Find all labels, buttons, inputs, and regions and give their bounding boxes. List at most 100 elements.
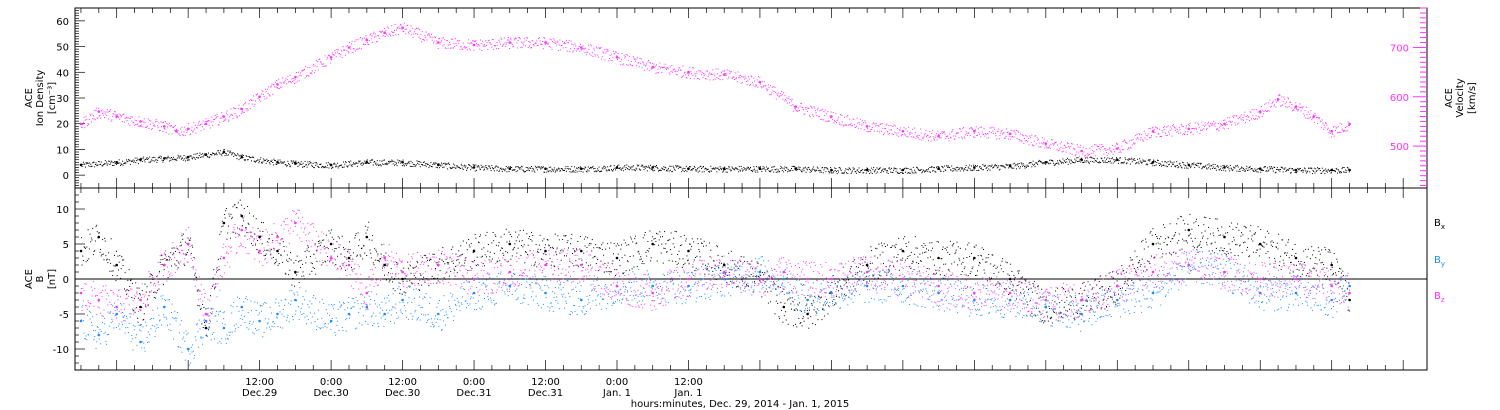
bx-sample <box>110 262 112 264</box>
density-sample <box>281 161 283 163</box>
bx-sample <box>116 275 118 277</box>
density-sample <box>154 157 156 159</box>
density-sample <box>742 170 744 172</box>
velocity-sample <box>479 48 481 50</box>
velocity-sample <box>502 44 504 46</box>
density-sample <box>315 162 317 164</box>
velocity-sample <box>1086 153 1088 155</box>
density-sample <box>171 157 172 158</box>
density-sample <box>1057 160 1059 162</box>
velocity-sample <box>1145 133 1147 135</box>
velocity-sample <box>581 48 583 49</box>
density-sample <box>720 169 722 171</box>
velocity-sample <box>401 27 403 29</box>
velocity-sample <box>252 99 254 101</box>
density-sample <box>672 165 674 167</box>
velocity-sample <box>975 126 977 128</box>
velocity-sample <box>1307 111 1309 113</box>
bx-sample <box>252 244 254 246</box>
velocity-sample <box>1184 131 1186 133</box>
density-sample <box>399 162 401 164</box>
density-sample <box>560 170 562 172</box>
velocity-sample <box>347 45 348 47</box>
velocity-sample <box>1290 107 1292 109</box>
velocity-sample <box>86 125 88 127</box>
velocity-point <box>276 83 279 86</box>
density-sample <box>286 165 288 166</box>
velocity-sample <box>748 76 749 78</box>
bx-sample <box>100 249 102 250</box>
velocity-sample <box>1316 116 1318 118</box>
density-sample <box>1238 170 1240 172</box>
bx-sample <box>422 279 424 281</box>
velocity-sample <box>1087 154 1089 156</box>
velocity-sample <box>150 120 152 122</box>
density-sample <box>1045 162 1047 163</box>
velocity-sample <box>82 121 84 123</box>
density-sample <box>871 173 873 174</box>
density-sample <box>482 166 484 168</box>
bx-sample <box>139 294 141 296</box>
velocity-sample <box>227 114 229 116</box>
density-sample <box>722 170 724 172</box>
density-sample <box>577 168 579 170</box>
density-sample <box>576 171 578 173</box>
velocity-sample <box>523 41 525 43</box>
density-sample <box>586 171 588 173</box>
velocity-sample <box>169 122 170 124</box>
velocity-sample <box>174 124 176 126</box>
density-sample <box>1032 160 1034 162</box>
bx-sample <box>271 233 273 235</box>
velocity-sample <box>1040 146 1042 148</box>
velocity-sample <box>408 33 410 35</box>
density-sample <box>421 163 423 165</box>
bx-point <box>258 235 261 239</box>
bx-sample <box>363 245 365 247</box>
velocity-sample <box>192 131 194 133</box>
velocity-sample <box>1199 132 1201 134</box>
density-sample <box>382 163 384 165</box>
velocity-sample <box>1225 124 1227 126</box>
density-sample <box>652 170 654 172</box>
velocity-sample <box>851 124 853 126</box>
velocity-sample <box>932 129 933 131</box>
density-sample <box>440 165 442 167</box>
density-sample <box>567 166 569 167</box>
density-sample <box>691 169 693 170</box>
density-sample <box>611 169 612 171</box>
density-sample <box>998 169 1000 171</box>
density-sample <box>482 166 483 168</box>
velocity-sample <box>1334 125 1336 127</box>
velocity-sample <box>838 122 840 124</box>
bx-sample <box>146 286 148 288</box>
density-sample <box>1174 165 1176 167</box>
velocity-sample <box>259 99 260 101</box>
velocity-sample <box>847 115 849 116</box>
density-sample <box>1251 168 1252 169</box>
velocity-sample <box>409 30 411 32</box>
velocity-sample <box>1280 105 1282 107</box>
velocity-sample <box>1061 151 1063 153</box>
density-sample <box>188 159 190 161</box>
velocity-sample <box>1227 128 1229 130</box>
bx-sample <box>257 240 258 241</box>
density-sample <box>388 160 389 162</box>
bx-sample <box>379 258 381 260</box>
bx-sample <box>560 259 562 261</box>
bx-sample <box>410 272 412 274</box>
bx-sample <box>139 293 141 295</box>
density-sample <box>1245 168 1247 170</box>
velocity-sample <box>1341 123 1342 125</box>
density-sample <box>1172 163 1174 165</box>
bx-sample <box>343 248 345 250</box>
velocity-sample <box>1243 119 1244 121</box>
velocity-sample <box>1317 123 1319 124</box>
density-sample <box>99 164 101 165</box>
density-sample <box>464 166 466 168</box>
velocity-sample <box>1198 124 1199 126</box>
velocity-sample <box>1208 125 1210 127</box>
velocity-sample <box>1042 143 1044 145</box>
bx-sample <box>278 263 280 265</box>
bx-sample <box>373 264 375 266</box>
density-sample <box>216 152 217 154</box>
